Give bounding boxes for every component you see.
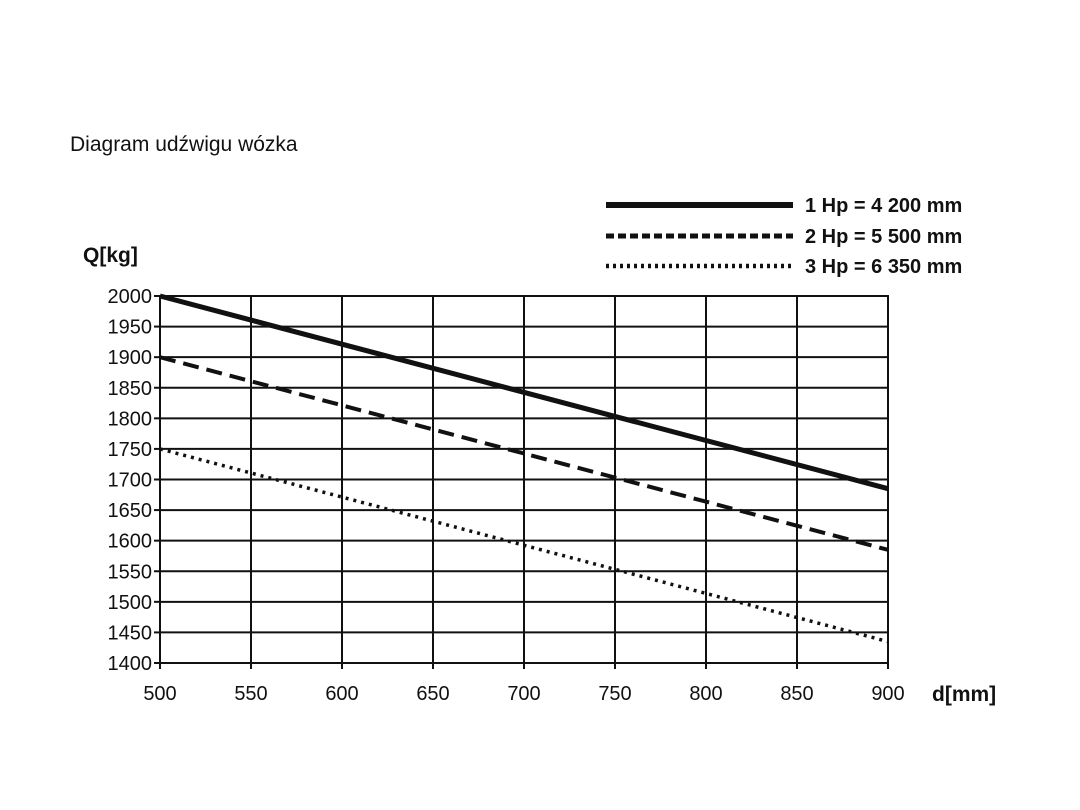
x-tick-label: 700 <box>507 683 540 705</box>
y-tick-label: 1650 <box>108 500 153 522</box>
x-tick-label: 500 <box>143 683 176 705</box>
y-tick-label: 1750 <box>108 439 153 461</box>
series-line-3 <box>159 447 889 644</box>
y-tick-label: 1850 <box>108 378 153 400</box>
x-tick-label: 550 <box>234 683 267 705</box>
y-tick-label: 1900 <box>108 347 153 369</box>
x-axis-label: d[mm] <box>932 683 996 706</box>
x-tick-label: 600 <box>325 683 358 705</box>
series-line-1 <box>159 293 889 492</box>
chart-title: Diagram udźwigu wózka <box>70 133 298 156</box>
legend-label-1: 1 Hp = 4 200 mm <box>805 195 962 217</box>
y-tick-label: 2000 <box>108 286 153 308</box>
y-tick-labels: 2000 1950 1900 1850 1800 1750 1700 1650 1600 1550… <box>108 286 153 675</box>
y-tick-label: 1600 <box>108 531 153 553</box>
series-lines <box>159 293 889 644</box>
y-axis-label: Q[kg] <box>83 244 138 267</box>
y-tick-label: 1450 <box>108 622 153 644</box>
x-tick-label: 800 <box>689 683 722 705</box>
y-tick-label: 1800 <box>108 408 153 430</box>
x-tick-label: 900 <box>871 683 904 705</box>
y-tick-label: 1950 <box>108 317 153 339</box>
grid-lines <box>160 296 888 663</box>
y-tick-label: 1500 <box>108 592 153 614</box>
series-line-2 <box>159 355 889 552</box>
y-tick-label: 1550 <box>108 561 153 583</box>
y-tick-label: 1700 <box>108 470 153 492</box>
x-tick-label: 850 <box>780 683 813 705</box>
legend-label-3: 3 Hp = 6 350 mm <box>805 256 962 278</box>
x-tick-labels: 500 550 600 650 700 750 800 850 900 <box>143 683 904 705</box>
legend: 1 Hp = 4 200 mm 2 Hp = 5 500 mm 3 Hp = 6 3… <box>606 195 962 278</box>
x-tick-label: 650 <box>416 683 449 705</box>
legend-label-2: 2 Hp = 5 500 mm <box>805 226 962 248</box>
y-tick-label: 1400 <box>108 653 153 675</box>
x-tick-label: 750 <box>598 683 631 705</box>
axes <box>154 295 889 669</box>
